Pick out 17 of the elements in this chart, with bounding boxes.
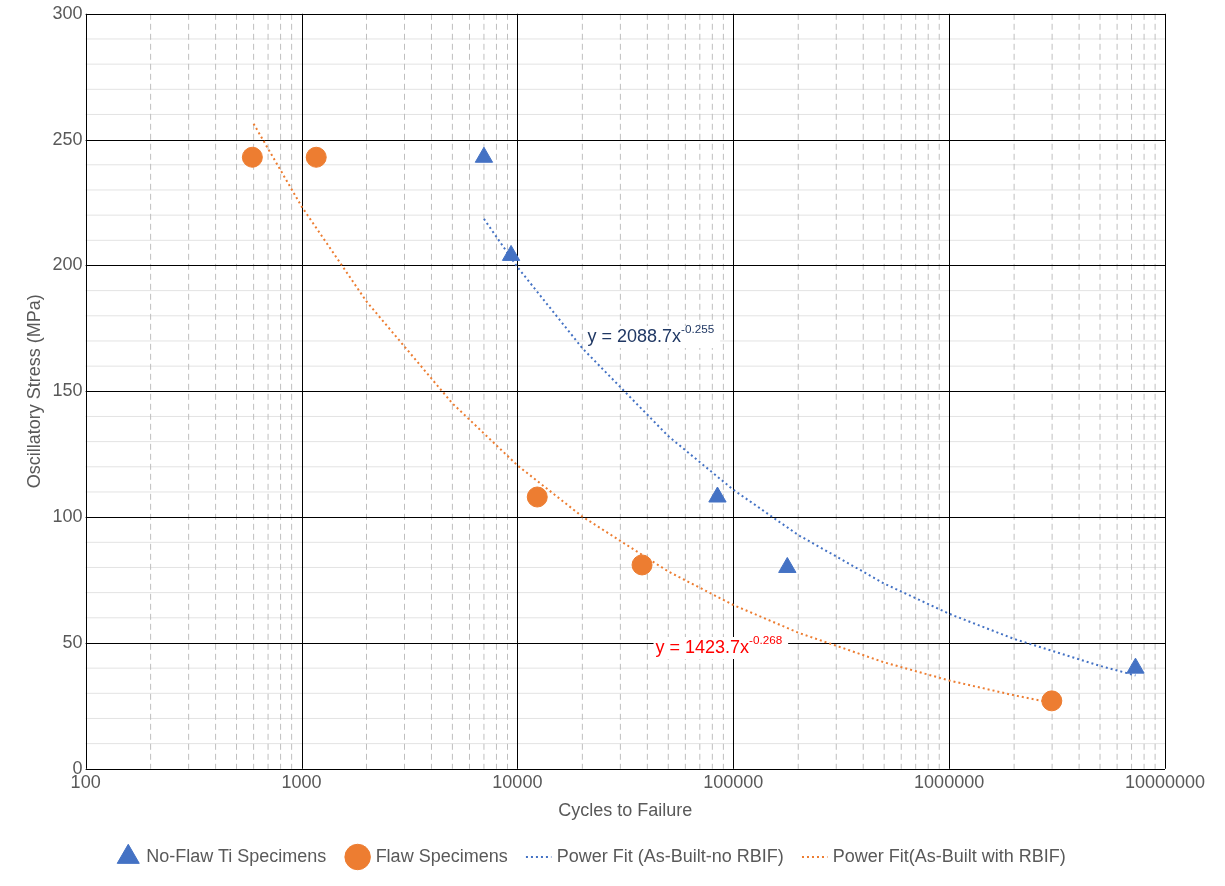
x-axis-title: Cycles to Failure xyxy=(558,800,693,821)
x-tick-label: 1000 xyxy=(281,771,322,792)
x-tick-label: 100000 xyxy=(703,771,764,792)
legend-label: Flaw Specimens xyxy=(375,845,508,866)
y-axis-title: Oscillatory Stress (MPa) xyxy=(23,294,44,489)
x-tick-label: 1000000 xyxy=(914,771,985,792)
y-tick-label: 200 xyxy=(52,254,83,275)
legend-label: No-Flaw Ti Specimens xyxy=(146,845,327,866)
y-tick-label: 50 xyxy=(62,631,83,652)
x-tick-label: 10000 xyxy=(492,771,543,792)
y-tick-label: 250 xyxy=(52,128,83,149)
y-tick-label: 100 xyxy=(52,506,83,527)
y-tick-label: 300 xyxy=(52,2,83,23)
legend-label: Power Fit (As-Built-no RBIF) xyxy=(556,845,784,866)
y-tick-label: 150 xyxy=(52,380,83,401)
x-tick-label: 10000000 xyxy=(1124,771,1206,792)
legend-label: Power Fit(As-Built with RBIF) xyxy=(832,845,1066,866)
